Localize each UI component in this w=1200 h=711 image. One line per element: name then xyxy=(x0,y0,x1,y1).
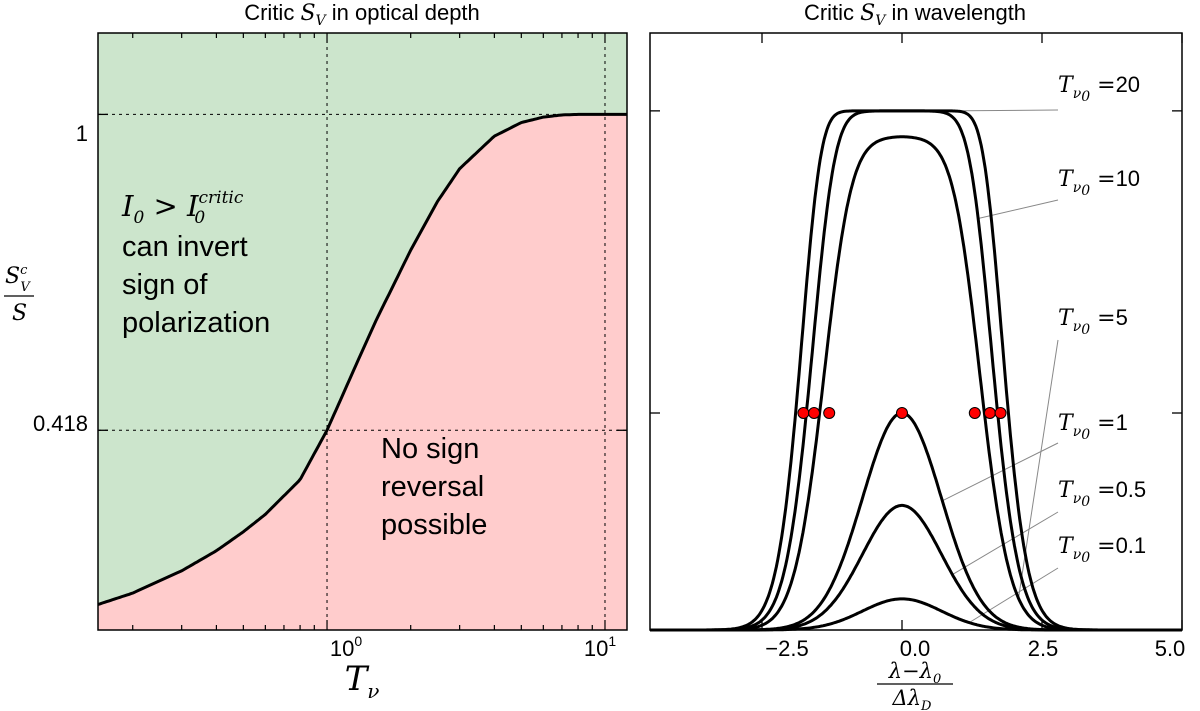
leader-line-0p5 xyxy=(952,511,1059,576)
right-xlabel: λ−λ0 ΔλD xyxy=(877,659,953,711)
right-xtick-0: 0.0 xyxy=(900,636,931,661)
left-axes-frame xyxy=(97,32,628,631)
left-ylabel: Sc V S xyxy=(4,263,34,326)
curve-tau-0p5 xyxy=(650,503,1182,632)
left-xtick-10: 101 xyxy=(584,633,616,661)
critical-marker-6 xyxy=(994,407,1007,420)
leader-line-1 xyxy=(942,442,1059,502)
region-above-math: I0 > Icritic 0 xyxy=(121,188,244,228)
region-below-line-3: possible xyxy=(381,509,487,541)
right-xtick-m2p5: −2.5 xyxy=(765,636,808,661)
right-axes-frame xyxy=(649,32,1183,631)
critical-marker-2 xyxy=(823,407,836,420)
right-panel: Critic SV in wavelength −2.5 0.0 2.5 5.0… xyxy=(649,0,1186,711)
series-label-0p5: Tν0 =0.5 xyxy=(1058,477,1146,510)
critical-marker-1 xyxy=(808,407,821,420)
series-label-0p1: Tν0 =0.1 xyxy=(1058,533,1146,566)
left-panel: Critic SV in optical depth 1 0.418 100 1… xyxy=(4,0,628,703)
left-ylabel-denominator: S xyxy=(12,301,27,326)
right-xtick-2p5: 2.5 xyxy=(1028,636,1059,661)
right-leader-lines xyxy=(942,109,1059,624)
left-xlabel: Tν xyxy=(345,659,380,703)
left-fill-layer xyxy=(98,33,627,630)
region-above-line-1: can invert xyxy=(122,231,248,263)
left-critical-curve xyxy=(97,112,627,606)
right-critical-markers xyxy=(797,407,1007,420)
right-series-labels: Tν0 =20 Tν0 =10 Tν0 =5 Tν0 =1 Tν0 =0.5 T… xyxy=(1058,72,1146,566)
curve-tau-1 xyxy=(650,411,1182,632)
right-xtick-5: 5.0 xyxy=(1155,636,1186,661)
right-title: Critic SV in wavelength xyxy=(804,0,1026,29)
critical-marker-0 xyxy=(797,407,810,420)
left-ylabel-numerator: Sc V xyxy=(5,263,31,295)
region-below-fill xyxy=(98,114,627,630)
critical-marker-3 xyxy=(896,407,908,420)
series-label-5: Tν0 =5 xyxy=(1058,305,1128,338)
region-below-line-2: reversal xyxy=(381,471,484,503)
critical-marker-4 xyxy=(968,407,981,420)
left-title: Critic SV in optical depth xyxy=(244,0,480,29)
left-ytick-1: 1 xyxy=(76,121,88,146)
region-above-line-2: sign of xyxy=(122,269,208,301)
left-ytick-0418: 0.418 xyxy=(33,411,88,436)
leader-line-5 xyxy=(1017,339,1059,599)
left-xtick-1: 100 xyxy=(330,633,362,661)
leader-line-20 xyxy=(946,109,1059,112)
critical-marker-5 xyxy=(983,407,996,420)
series-label-10: Tν0 =10 xyxy=(1058,166,1140,199)
left-ticks xyxy=(98,33,627,630)
region-below-line-1: No sign xyxy=(381,433,479,465)
region-above-line-3: polarization xyxy=(122,307,270,339)
curve-tau-0p1 xyxy=(650,597,1182,632)
series-label-20: Tν0 =20 xyxy=(1058,72,1140,105)
series-label-1: Tν0 =1 xyxy=(1058,410,1128,443)
right-xlabel-denominator: ΔλD xyxy=(892,686,932,711)
right-xlabel-numerator: λ−λ0 xyxy=(888,659,942,687)
left-gridlines xyxy=(98,33,627,630)
